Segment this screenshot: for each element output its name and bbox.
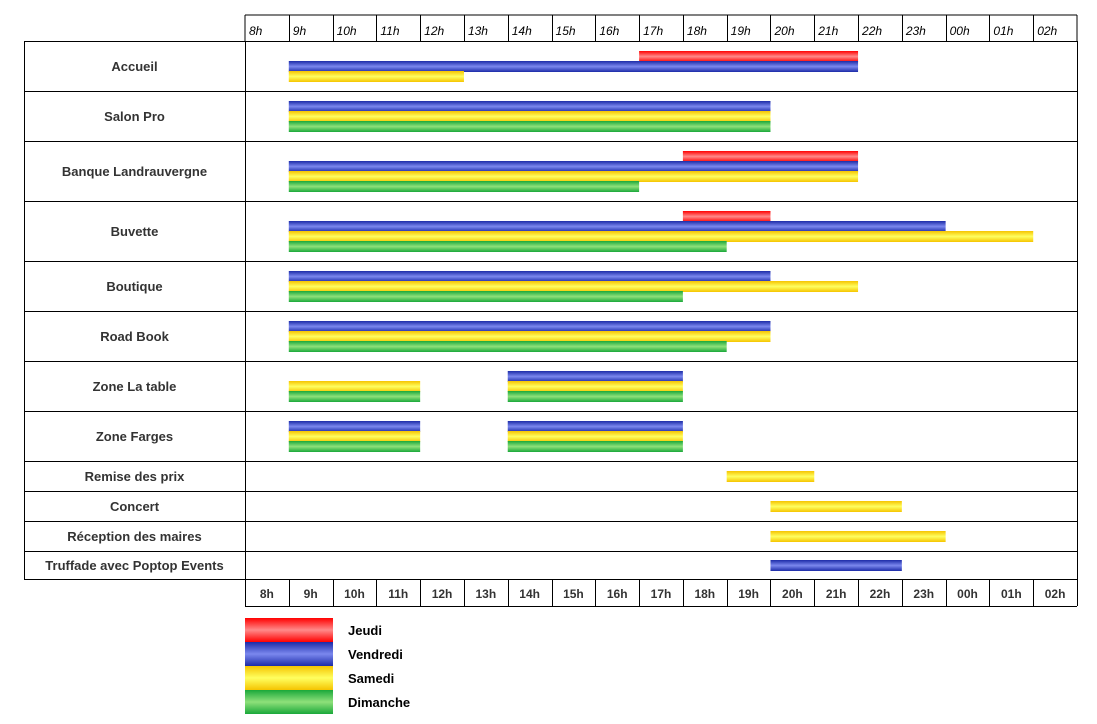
bars-layer <box>288 51 1034 571</box>
row-label: Road Book <box>100 329 169 344</box>
bottom-time-tick: 11h <box>388 587 408 601</box>
row-label: Zone Farges <box>96 429 173 444</box>
gantt-bar-vendredi <box>288 421 421 432</box>
gantt-bar-vendredi <box>288 321 771 332</box>
gantt-bar-samedi <box>288 331 771 342</box>
gantt-bar-samedi <box>507 381 683 392</box>
gantt-bar-samedi <box>288 381 421 392</box>
bottom-time-tick: 15h <box>563 587 584 601</box>
row-label: Buvette <box>111 224 159 239</box>
gantt-bar-samedi <box>507 431 683 442</box>
gantt-bar-dimanche <box>288 441 421 452</box>
bottom-time-tick: 23h <box>913 587 934 601</box>
bottom-time-tick: 8h <box>260 587 274 601</box>
bottom-time-tick: 10h <box>344 587 365 601</box>
gantt-bar-dimanche <box>288 181 640 192</box>
top-time-tick: 19h <box>731 24 751 38</box>
gantt-bar-samedi <box>288 431 421 442</box>
gantt-bar-dimanche <box>288 341 727 352</box>
row-label: Remise des prix <box>85 469 185 484</box>
gantt-bar-vendredi <box>288 271 771 282</box>
gantt-bar-vendredi <box>770 560 902 571</box>
gantt-bar-dimanche <box>288 241 727 252</box>
gantt-bar-vendredi <box>507 421 683 432</box>
gantt-bar-jeudi <box>682 211 771 222</box>
gantt-bar-samedi <box>726 471 815 482</box>
gantt-bar-jeudi <box>682 151 859 162</box>
top-time-tick: 20h <box>773 24 794 38</box>
bottom-time-tick: 22h <box>870 587 891 601</box>
gantt-bar-dimanche <box>507 391 683 402</box>
legend-label-jeudi: Jeudi <box>348 623 382 638</box>
bottom-time-tick: 9h <box>304 587 318 601</box>
top-time-tick: 9h <box>293 24 307 38</box>
top-time-tick: 01h <box>993 24 1013 38</box>
bottom-time-tick: 12h <box>432 587 453 601</box>
bottom-time-tick: 18h <box>694 587 715 601</box>
top-time-tick: 15h <box>556 24 576 38</box>
bottom-time-tick: 02h <box>1045 587 1066 601</box>
top-time-tick: 13h <box>468 24 488 38</box>
top-time-tick: 21h <box>817 24 838 38</box>
gantt-bar-dimanche <box>288 291 683 302</box>
row-label: Boutique <box>106 279 162 294</box>
bottom-time-tick: 19h <box>738 587 759 601</box>
top-time-tick: 23h <box>905 24 926 38</box>
gantt-bar-dimanche <box>288 391 421 402</box>
row-label: Zone La table <box>93 379 177 394</box>
legend: Jeudi Vendredi Samedi Dimanche <box>245 618 410 714</box>
bottom-time-tick: 01h <box>1001 587 1022 601</box>
gantt-bar-vendredi <box>507 371 683 382</box>
row-label: Truffade avec Poptop Events <box>45 558 223 573</box>
legend-swatch-samedi <box>245 666 333 690</box>
top-time-tick: 22h <box>861 24 882 38</box>
gantt-bar-samedi <box>770 531 946 542</box>
bottom-time-tick: 20h <box>782 587 803 601</box>
bottom-time-tick: 14h <box>519 587 540 601</box>
top-time-tick: 02h <box>1037 24 1057 38</box>
gantt-bar-samedi <box>288 111 771 122</box>
top-time-tick: 00h <box>950 24 970 38</box>
bottom-time-tick: 13h <box>475 587 496 601</box>
legend-label-vendredi: Vendredi <box>348 647 403 662</box>
top-time-tick: 17h <box>643 24 663 38</box>
gantt-bar-vendredi <box>288 221 946 232</box>
top-time-tick: 12h <box>424 24 444 38</box>
row-label: Salon Pro <box>104 109 165 124</box>
gantt-bar-vendredi <box>288 161 859 172</box>
gantt-bar-samedi <box>770 501 902 512</box>
gantt-bar-vendredi <box>288 101 771 112</box>
row-label: Banque Landrauvergne <box>62 164 207 179</box>
bottom-time-tick: 17h <box>651 587 672 601</box>
gantt-bar-dimanche <box>507 441 683 452</box>
legend-label-samedi: Samedi <box>348 671 394 686</box>
top-time-tick: 18h <box>687 24 707 38</box>
top-time-tick: 16h <box>599 24 619 38</box>
gantt-bar-dimanche <box>288 121 771 132</box>
bottom-time-tick: 21h <box>826 587 847 601</box>
gantt-bar-vendredi <box>288 61 859 72</box>
top-time-tick: 10h <box>337 24 357 38</box>
legend-swatch-jeudi <box>245 618 333 642</box>
labels-layer: 8h 9h 10h 11h 12h 13h 14h 15h 16h 17h 18h 19h 20h 21h… <box>45 24 1065 601</box>
row-label: Réception des maires <box>67 529 201 544</box>
top-time-tick: 8h <box>249 24 263 38</box>
gantt-bar-samedi <box>288 281 859 292</box>
gantt-bar-samedi <box>288 71 464 82</box>
chart-frame <box>24 14 1078 607</box>
legend-swatch-dimanche <box>245 690 333 714</box>
top-time-tick: 11h <box>380 24 399 38</box>
top-time-tick: 14h <box>512 24 532 38</box>
gantt-bar-jeudi <box>639 51 859 62</box>
bottom-time-tick: 16h <box>607 587 628 601</box>
bottom-time-tick: 00h <box>957 587 978 601</box>
row-label: Concert <box>110 499 160 514</box>
gantt-bar-samedi <box>288 231 1034 242</box>
gantt-bar-samedi <box>288 171 859 182</box>
legend-swatch-vendredi <box>245 642 333 666</box>
legend-label-dimanche: Dimanche <box>348 695 410 710</box>
row-label: Accueil <box>111 59 157 74</box>
